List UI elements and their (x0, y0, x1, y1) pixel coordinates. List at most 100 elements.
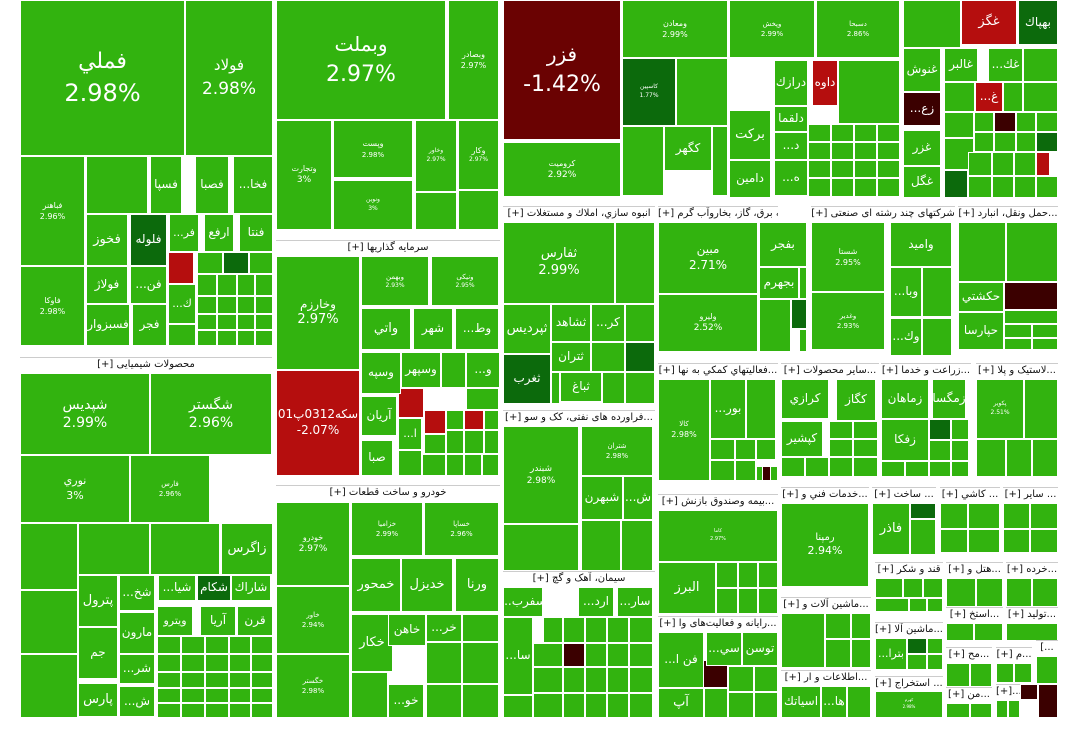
treemap-tile-small[interactable] (807, 222, 809, 267)
treemap-tile-small[interactable] (181, 688, 205, 703)
treemap-tile[interactable]: فصبا (195, 156, 229, 214)
treemap-tile[interactable]: ثباغ (560, 372, 602, 402)
treemap-tile-small[interactable] (923, 578, 943, 598)
treemap-tile[interactable]: خاور 2.94% (276, 586, 350, 654)
treemap-tile-small[interactable] (1032, 338, 1058, 350)
treemap-tile-small[interactable] (1030, 503, 1058, 529)
treemap-tile-small[interactable] (1014, 176, 1036, 198)
treemap-tile[interactable]: ثشاهد (551, 304, 591, 342)
treemap-tile[interactable]: کاما 2.97% (658, 510, 778, 562)
treemap-tile-small[interactable] (735, 460, 756, 481)
treemap-tile-small[interactable] (168, 324, 196, 346)
treemap-tile-small[interactable] (441, 352, 466, 388)
treemap-tile[interactable]: دلقما (774, 106, 808, 132)
treemap-tile-small[interactable] (217, 296, 237, 314)
treemap-tile-small[interactable] (927, 654, 943, 670)
treemap-tile-small[interactable] (229, 688, 251, 703)
treemap-tile[interactable]: شبهرن (581, 476, 623, 520)
treemap-tile-small[interactable] (1003, 82, 1023, 112)
treemap-tile-small[interactable] (1006, 578, 1032, 607)
treemap-tile[interactable]: فخوز (86, 214, 128, 266)
treemap-tile-small[interactable] (602, 372, 625, 404)
treemap-tile-small[interactable] (946, 703, 970, 718)
treemap-tile[interactable]: زمگسا (932, 379, 966, 419)
treemap-tile-small[interactable] (150, 523, 220, 575)
treemap-tile-small[interactable] (781, 613, 825, 668)
treemap-tile-small[interactable] (758, 588, 778, 614)
treemap-tile[interactable]: وپخش 2.99% (729, 0, 815, 58)
treemap-tile-small[interactable] (415, 192, 457, 230)
treemap-tile-small[interactable] (551, 372, 560, 404)
treemap-tile-small[interactable] (237, 274, 255, 296)
treemap-tile-small[interactable] (710, 460, 735, 481)
sector-header[interactable]: [+] استخراج ... (875, 676, 943, 692)
treemap-tile[interactable]: داوه (812, 60, 838, 106)
treemap-tile-small[interactable] (205, 654, 229, 672)
treemap-tile-small[interactable] (1014, 152, 1036, 176)
treemap-tile-small[interactable] (756, 439, 776, 460)
treemap-tile[interactable]: اسياتك (781, 686, 821, 718)
sector-header[interactable]: [+] سرمایه گذاریها (276, 240, 500, 256)
treemap-tile-small[interactable] (853, 439, 878, 457)
treemap-tile-small[interactable] (629, 693, 653, 718)
treemap-tile-small[interactable] (1032, 578, 1058, 607)
treemap-tile-small[interactable] (205, 703, 229, 718)
treemap-tile[interactable]: ...سار (617, 587, 653, 617)
treemap-tile-small[interactable] (976, 578, 1003, 607)
treemap-tile[interactable]: غگز (961, 0, 1017, 45)
treemap-tile-small[interactable] (424, 434, 446, 454)
treemap-tile[interactable]: کهرم 2.98% (875, 690, 943, 718)
treemap-tile[interactable]: حكشتي (958, 282, 1004, 312)
treemap-tile[interactable]: ومعادن 2.99% (622, 0, 728, 58)
treemap-tile[interactable]: ...وك (890, 318, 922, 356)
treemap-tile[interactable]: واميد (890, 222, 952, 267)
treemap-tile-small[interactable] (466, 388, 499, 410)
treemap-tile-small[interactable] (625, 304, 655, 342)
sector-header[interactable]: [+] اطلاعات و ار... (781, 670, 871, 686)
treemap-tile-small[interactable] (157, 688, 181, 703)
treemap-tile[interactable]: فولاژ (86, 266, 128, 304)
treemap-tile-small[interactable] (922, 267, 952, 317)
treemap-tile-small[interactable] (607, 643, 629, 667)
treemap-tile[interactable]: دسبحا 2.86% (816, 0, 900, 58)
treemap-tile-small[interactable] (585, 667, 607, 693)
treemap-tile[interactable]: وبملت 2.97% (276, 0, 446, 120)
treemap-tile-small[interactable] (825, 639, 851, 668)
sector-header[interactable]: [+] فعاليتهاي كمكي به نها... (658, 363, 778, 379)
treemap-tile-small[interactable] (1038, 684, 1058, 718)
sector-header[interactable]: [... (1036, 640, 1058, 656)
treemap-tile[interactable]: كگاز (836, 379, 876, 421)
treemap-tile-small[interactable] (770, 466, 778, 481)
treemap-tile-small[interactable] (970, 703, 992, 718)
treemap-tile[interactable]: شستا 2.95% (811, 222, 885, 292)
treemap-tile-small[interactable] (197, 330, 217, 346)
treemap-tile[interactable]: ...سا (503, 617, 533, 695)
treemap-tile-small[interactable] (735, 439, 756, 460)
treemap-tile-small[interactable] (629, 643, 653, 667)
treemap-tile[interactable]: پترول (78, 575, 118, 627)
treemap-tile[interactable]: شاراك (231, 575, 271, 601)
treemap-tile[interactable]: بفجر (759, 222, 807, 267)
treemap-tile-small[interactable] (808, 160, 831, 178)
treemap-tile-small[interactable] (704, 688, 728, 718)
treemap-tile[interactable]: غالبر (944, 48, 978, 82)
treemap-tile[interactable]: ...غك (988, 48, 1023, 82)
treemap-tile-small[interactable] (1023, 48, 1058, 82)
treemap-tile-small[interactable] (197, 252, 223, 274)
treemap-tile-small[interactable] (1016, 132, 1036, 152)
sector-header[interactable]: [+] شرکتهای چند رشته ای صنعتی (811, 206, 955, 222)
treemap-tile[interactable]: ...سي (706, 632, 742, 666)
sector-header[interactable]: [+]... (996, 684, 1020, 700)
treemap-tile-small[interactable] (929, 440, 951, 461)
treemap-tile[interactable]: فلوله (130, 214, 167, 266)
treemap-tile-small[interactable] (853, 457, 878, 477)
sector-header[interactable]: [+] مح... (946, 647, 992, 663)
treemap-tile-small[interactable] (944, 170, 968, 198)
treemap-tile-small[interactable] (197, 296, 217, 314)
treemap-tile-small[interactable] (621, 520, 653, 571)
treemap-tile-small[interactable] (829, 439, 853, 457)
treemap-tile-small[interactable] (1004, 324, 1032, 338)
treemap-tile-small[interactable] (607, 617, 629, 643)
treemap-tile-small[interactable] (1003, 529, 1030, 553)
treemap-tile-small[interactable] (968, 503, 1000, 529)
